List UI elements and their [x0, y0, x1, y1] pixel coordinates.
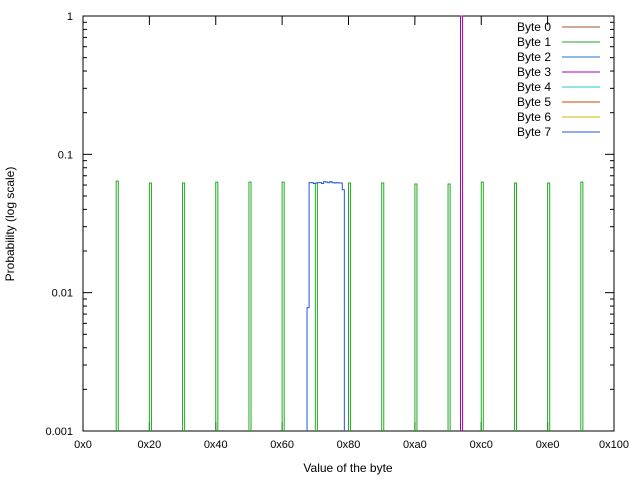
series-byte-3-line [460, 15, 464, 431]
x-tick-label: 0x0 [74, 439, 92, 451]
legend-label-byte-6: Byte 6 [517, 110, 551, 124]
x-tick-label: 0x60 [270, 439, 294, 451]
x-tick-label: 0x20 [137, 439, 161, 451]
y-tick-label: 0.1 [58, 149, 73, 161]
y-axis-ticks: 0.001 0.01 0.1 1 [45, 11, 614, 438]
legend-label-byte-3: Byte 3 [517, 65, 551, 79]
series-byte-1-line [115, 180, 584, 431]
x-tick-label: 0xa0 [403, 439, 427, 451]
x-tick-label: 0x80 [337, 439, 361, 451]
legend-label-byte-1: Byte 1 [517, 35, 551, 49]
legend-label-byte-4: Byte 4 [517, 80, 551, 94]
y-tick-label: 0.01 [52, 288, 73, 300]
y-axis-label: Probability (log scale) [3, 167, 17, 282]
x-tick-label: 0xe0 [536, 439, 560, 451]
x-tick-label: 0x100 [599, 439, 629, 451]
x-tick-label: 0x40 [204, 439, 228, 451]
legend-label-byte-2: Byte 2 [517, 50, 551, 64]
x-tick-label: 0xc0 [470, 439, 493, 451]
x-axis-label: Value of the byte [303, 461, 393, 475]
legend-label-byte-7: Byte 7 [517, 125, 551, 139]
series-byte-7-line [306, 181, 345, 431]
legend-label-byte-0: Byte 0 [517, 20, 551, 34]
y-tick-label: 1 [67, 11, 73, 23]
y-tick-label: 0.001 [45, 426, 73, 438]
legend-label-byte-5: Byte 5 [517, 95, 551, 109]
series-layer [115, 15, 584, 431]
